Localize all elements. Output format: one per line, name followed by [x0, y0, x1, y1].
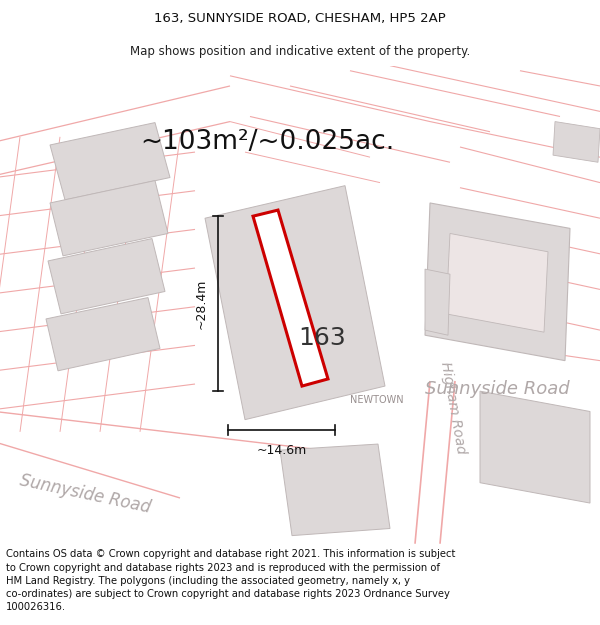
Text: 163, SUNNYSIDE ROAD, CHESHAM, HP5 2AP: 163, SUNNYSIDE ROAD, CHESHAM, HP5 2AP	[154, 12, 446, 25]
Text: ~28.4m: ~28.4m	[195, 279, 208, 329]
Text: 163: 163	[298, 326, 346, 351]
Polygon shape	[50, 122, 170, 200]
Polygon shape	[425, 203, 570, 361]
Text: Sunnyside Road: Sunnyside Road	[18, 472, 152, 518]
Polygon shape	[480, 391, 590, 503]
Polygon shape	[46, 298, 160, 371]
Polygon shape	[280, 444, 390, 536]
Polygon shape	[48, 239, 165, 314]
Polygon shape	[446, 234, 548, 332]
Text: ~103m²/~0.025ac.: ~103m²/~0.025ac.	[140, 129, 394, 155]
Polygon shape	[205, 186, 385, 419]
Text: Higham Road: Higham Road	[438, 361, 468, 455]
Polygon shape	[553, 122, 600, 162]
Text: ~14.6m: ~14.6m	[256, 444, 307, 457]
Polygon shape	[425, 269, 450, 335]
Text: NEWTOWN: NEWTOWN	[350, 396, 404, 406]
Polygon shape	[253, 210, 328, 386]
Polygon shape	[50, 181, 168, 256]
Text: Map shows position and indicative extent of the property.: Map shows position and indicative extent…	[130, 45, 470, 58]
Text: Sunnyside Road: Sunnyside Road	[425, 380, 569, 398]
Text: Contains OS data © Crown copyright and database right 2021. This information is : Contains OS data © Crown copyright and d…	[6, 549, 455, 612]
